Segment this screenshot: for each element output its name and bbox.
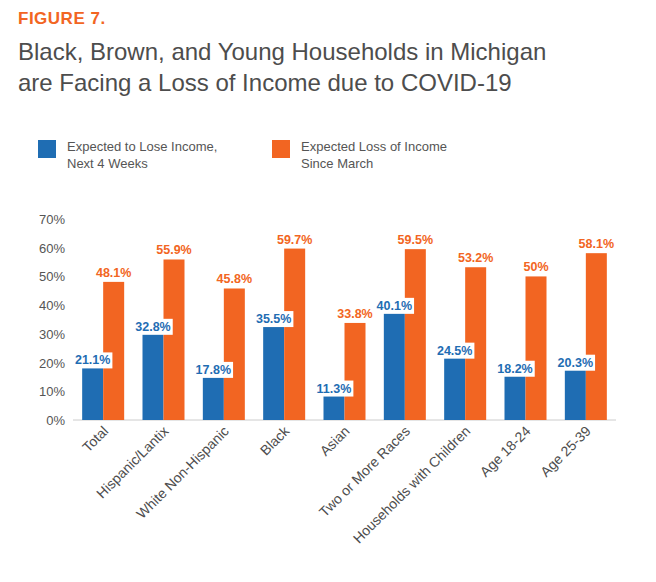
text-line: Black, Brown, and Young Households in Mi… — [18, 38, 546, 65]
data-label-bg — [133, 319, 172, 335]
x-tick-label: Asian — [317, 423, 353, 459]
legend-swatch — [38, 140, 56, 158]
text-line: Expected Loss of Income — [301, 139, 447, 154]
figure-label: FIGURE 7. — [18, 9, 106, 28]
data-label: 35.5% — [256, 312, 291, 326]
chart: FIGURE 7. Black, Brown, and Young Househo… — [0, 0, 656, 582]
y-tick — [69, 247, 73, 248]
x-tick-label: Black — [257, 422, 293, 458]
y-tick-label: 40% — [39, 298, 65, 313]
y-tick — [69, 219, 73, 220]
y-tick-label: 10% — [39, 384, 65, 399]
y-tick — [69, 305, 73, 306]
text-line: Expected to Lose Income, — [67, 139, 217, 154]
y-tick-label: 50% — [39, 269, 65, 284]
data-label: 32.8% — [135, 320, 170, 334]
data-label: 53.2% — [458, 251, 493, 265]
data-labels: 21.1% 48.1% 32.8% 55.9% 17.8% 45.8% 35.5% 59.7%… — [73, 233, 614, 397]
y-tick-label: 20% — [39, 356, 65, 371]
y-tick — [69, 420, 73, 421]
x-tick-label: White Non-Hispanic — [133, 423, 232, 522]
text-line: are Facing a Loss of Income due to COVID… — [18, 69, 512, 96]
bars — [82, 249, 607, 420]
legend-label: Expected to Lose Income, Next 4 Weeks — [67, 139, 217, 171]
bar — [384, 305, 405, 420]
data-label: 21.1% — [75, 353, 110, 367]
bar — [143, 326, 164, 420]
y-tick-label: 60% — [39, 241, 65, 256]
data-label: 11.3% — [317, 382, 352, 396]
x-tick-label: Age 25-39 — [537, 423, 594, 480]
data-label-bg — [556, 355, 595, 371]
data-label-bg — [375, 298, 414, 314]
legend-swatch — [272, 140, 290, 158]
data-label: 45.8% — [217, 272, 252, 286]
bar — [586, 253, 607, 420]
data-label-bg — [495, 361, 534, 377]
y-tick — [69, 333, 73, 334]
y-tick — [69, 391, 73, 392]
data-label: 48.1% — [96, 266, 131, 280]
x-tick-label: Total — [79, 423, 111, 455]
data-label: 59.7% — [277, 233, 312, 247]
data-label: 50% — [523, 260, 548, 274]
bar — [224, 288, 245, 420]
data-label: 40.1% — [377, 299, 412, 313]
bar — [345, 323, 366, 420]
bar — [263, 318, 284, 420]
data-label: 17.8% — [196, 363, 231, 377]
bar — [103, 282, 124, 420]
bar — [526, 276, 547, 420]
text-line: Next 4 Weeks — [67, 156, 148, 171]
y-tick-label: 70% — [39, 212, 65, 227]
data-label-bg — [254, 311, 293, 327]
bar — [284, 249, 305, 420]
y-tick — [69, 276, 73, 277]
bar — [444, 350, 465, 420]
y-tick-label: 30% — [39, 327, 65, 342]
data-label: 58.1% — [579, 237, 614, 251]
data-label: 33.8% — [337, 307, 372, 321]
data-label-bg — [194, 362, 233, 378]
data-label: 59.5% — [398, 233, 433, 247]
legend-label: Expected Loss of Income Since March — [301, 139, 447, 171]
text-line: Since March — [301, 156, 373, 171]
data-label-bg — [435, 343, 474, 359]
x-tick-label: Age 18-24 — [477, 423, 534, 480]
title: Black, Brown, and Young Households in Mi… — [18, 38, 546, 96]
data-label: 18.2% — [497, 362, 532, 376]
y-tick-label: 0% — [46, 413, 65, 428]
bar — [405, 249, 426, 420]
data-label-bg — [73, 352, 112, 368]
data-label: 20.3% — [558, 356, 593, 370]
bar — [82, 359, 103, 420]
y-tick — [69, 362, 73, 363]
x-tick-label: Households with Children — [350, 423, 474, 547]
data-label: 24.5% — [437, 344, 472, 358]
data-label-bg — [315, 381, 354, 397]
data-label: 55.9% — [156, 243, 191, 257]
bar — [164, 259, 185, 420]
